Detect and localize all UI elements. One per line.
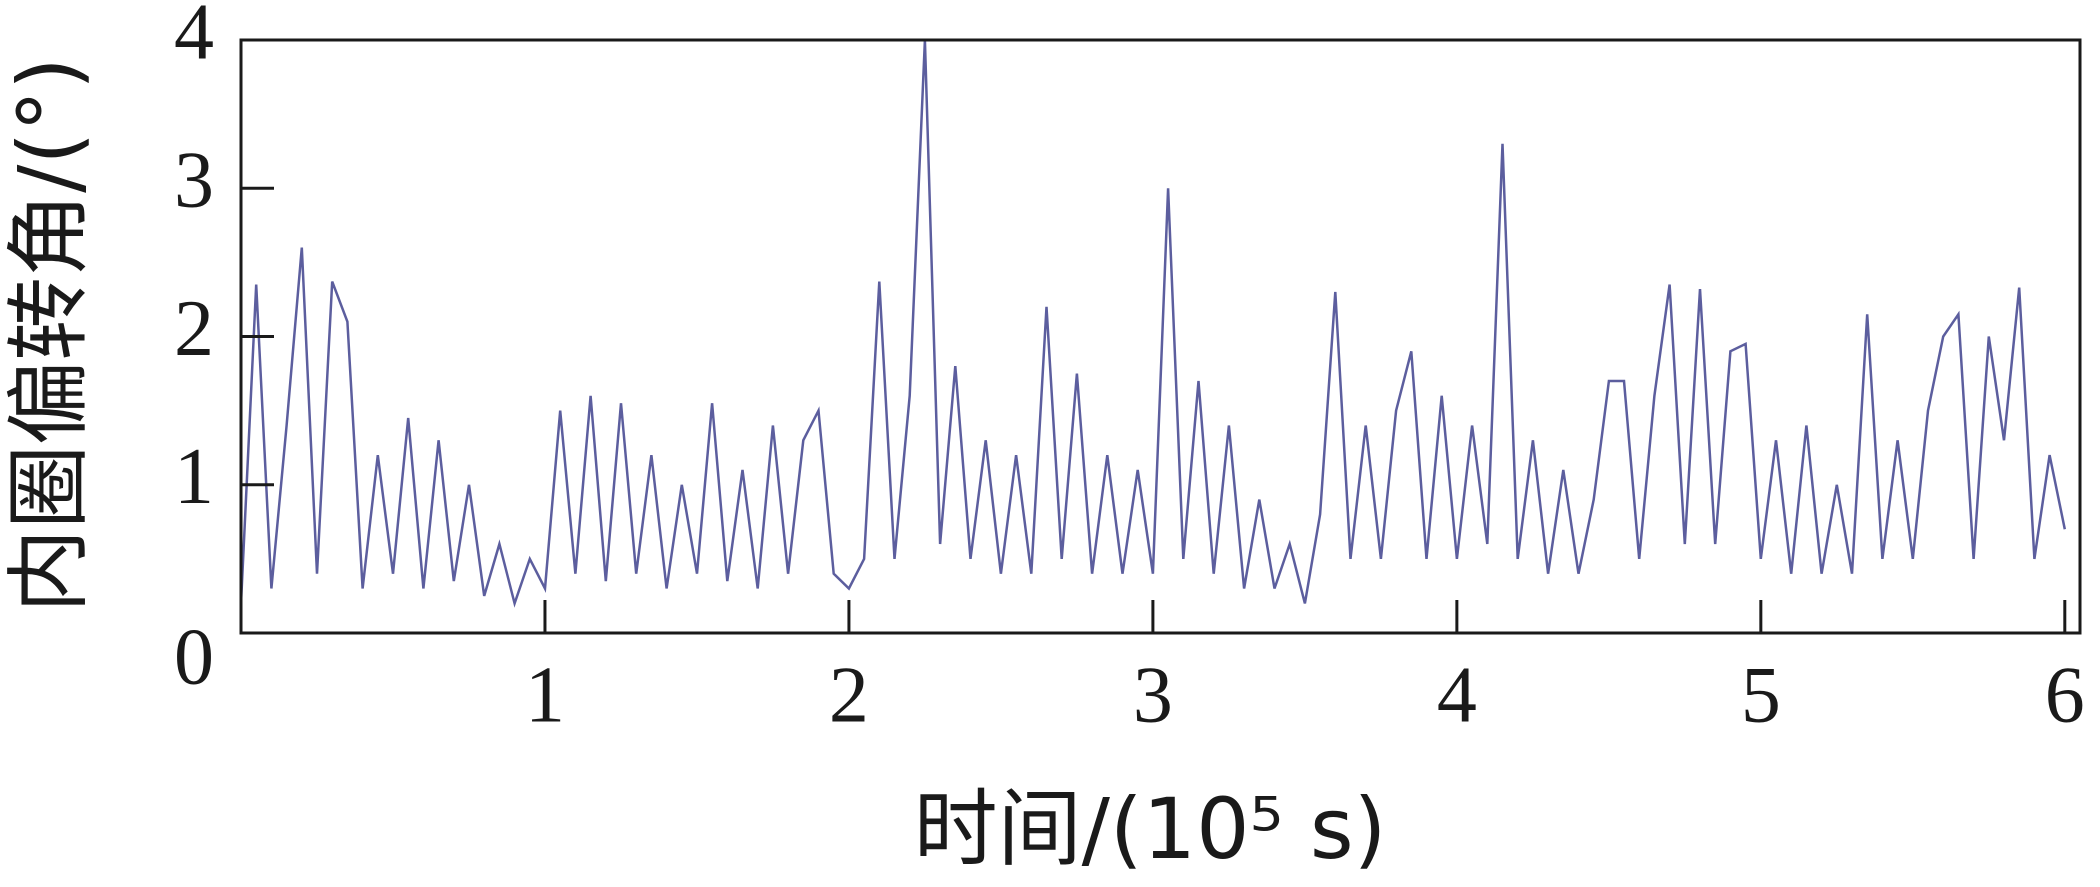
x-tick-label: 2 xyxy=(829,651,869,739)
plot-frame xyxy=(239,38,2082,635)
x-tick-label: 1 xyxy=(525,651,565,739)
x-tick-label: 3 xyxy=(1133,651,1173,739)
y-tick-label: 4 xyxy=(174,0,214,76)
x-tick-label: 6 xyxy=(2045,651,2085,739)
x-tick-label: 4 xyxy=(1437,651,1477,739)
y-tick-label: 0 xyxy=(174,613,214,701)
y-tick-label: 3 xyxy=(174,137,214,225)
y-tick-label: 1 xyxy=(174,433,214,521)
y-axis-label: 内圈偏转角/(°) xyxy=(0,57,98,613)
x-tick-label: 5 xyxy=(1741,651,1781,739)
y-tick-label: 2 xyxy=(174,285,214,373)
data-line xyxy=(239,39,2067,608)
x-axis-label: 时间/(10⁵ s) xyxy=(914,780,1387,878)
